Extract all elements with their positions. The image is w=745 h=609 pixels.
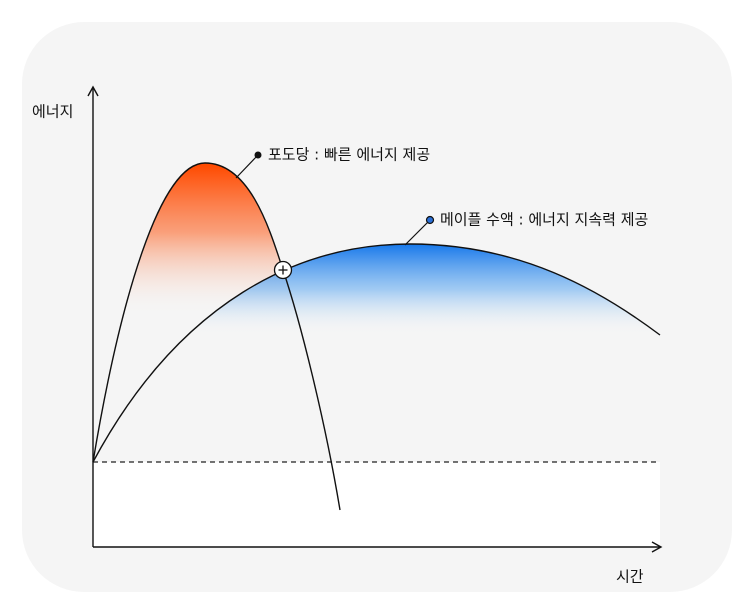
y-arrow xyxy=(87,85,99,97)
maple-leader xyxy=(404,219,431,246)
glucose-dot xyxy=(254,151,262,159)
maple-fill xyxy=(93,244,660,462)
y-axis-label: 에너지 xyxy=(32,103,73,121)
x-arrow xyxy=(651,541,663,553)
maple-curve xyxy=(92,243,661,463)
maple-dot xyxy=(425,215,435,225)
maple-label: 메이플 수액 : 에너지 지속력 제공 xyxy=(440,211,648,229)
x-axis-label: 시간 xyxy=(616,568,644,586)
glucose-leader xyxy=(235,154,259,179)
glucose-label: 포도당 : 빠른 에너지 제공 xyxy=(268,146,430,164)
intersection-marker xyxy=(273,260,293,280)
glucose-curve xyxy=(92,162,341,511)
